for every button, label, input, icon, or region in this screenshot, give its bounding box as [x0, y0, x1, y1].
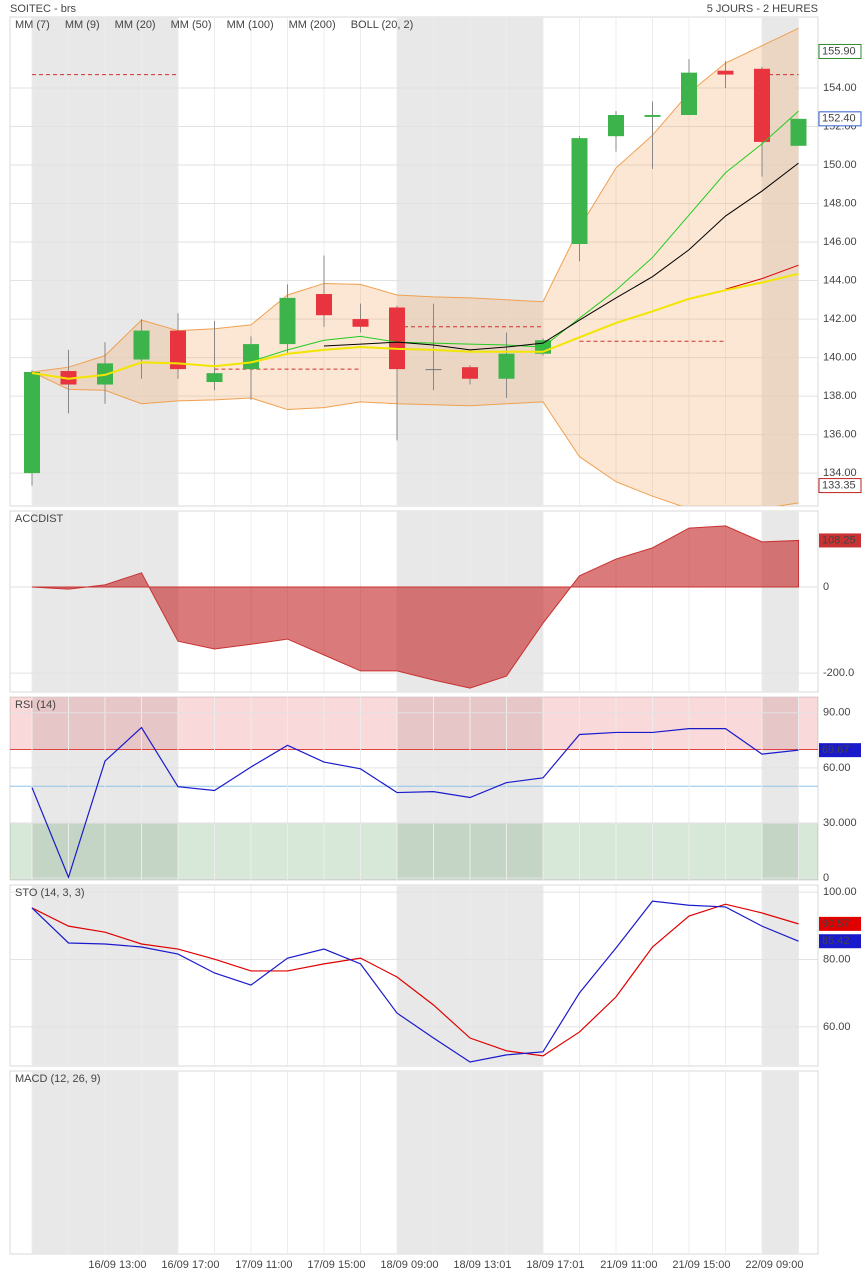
session-shade [762, 511, 799, 692]
y-tick-label: 136.00 [823, 428, 857, 440]
session-shade [762, 697, 799, 880]
candle-body [462, 367, 478, 379]
legend-entry: MM (50) [171, 19, 212, 31]
y-tick-label: 148.00 [823, 197, 857, 209]
session-shade [762, 885, 799, 1066]
y-tick-label: 100.00 [823, 886, 857, 898]
last-value-label: 69.67 [822, 744, 850, 756]
last-value-label: 108.25 [822, 534, 856, 546]
x-tick-label: 18/09 17:01 [526, 1259, 584, 1271]
oversold-zone [10, 823, 818, 880]
bollinger-band [32, 28, 799, 506]
x-tick-label: 18/09 09:00 [380, 1259, 438, 1271]
overbought-zone [10, 697, 818, 750]
price-marker [818, 43, 862, 59]
x-tick-label: 17/09 15:00 [307, 1259, 365, 1271]
y-tick-label: 0 [823, 872, 829, 884]
header-period: 5 JOURS - 2 HEURES [707, 3, 818, 15]
y-tick-label: 142.00 [823, 313, 857, 325]
panel-title: RSI (14) [15, 699, 56, 711]
x-tick-label: 21/09 15:00 [672, 1259, 730, 1271]
plot-area [10, 17, 818, 506]
panel-title: STO (14, 3, 3) [15, 887, 85, 899]
y-tick-label: 0 [823, 581, 829, 593]
price-marker [818, 111, 862, 127]
candle-body [279, 297, 296, 345]
legend-entry: MM (20) [115, 19, 156, 31]
series-line [725, 264, 799, 290]
session-shade [762, 1071, 799, 1254]
last-value-label: 90.57 [822, 918, 850, 930]
series-line [250, 110, 799, 362]
panel-title: ACCDIST [15, 513, 64, 525]
candle-body [133, 330, 150, 360]
legend-entry: MM (9) [65, 19, 100, 31]
candle-body [681, 72, 697, 115]
candle-body [206, 373, 223, 383]
legend-entry: MM (7) [15, 19, 50, 31]
x-tick-label: 18/09 13:01 [453, 1259, 511, 1271]
x-tick-label: 16/09 17:00 [161, 1259, 219, 1271]
y-tick-label: 60.00 [823, 762, 851, 774]
y-tick-label: 134.00 [823, 467, 857, 479]
candle-body [754, 68, 770, 142]
y-tick-label: 150.00 [823, 159, 857, 171]
last-value-box [819, 916, 861, 931]
y-tick-label: 60.00 [823, 1021, 851, 1033]
price-marker [818, 478, 862, 494]
candle-body [498, 353, 515, 379]
series-line [323, 162, 799, 351]
x-tick-label: 21/09 11:00 [600, 1259, 657, 1271]
y-tick-label: 90.00 [823, 707, 851, 719]
last-value-box [819, 934, 861, 949]
candle-body [352, 319, 369, 327]
candle-body [24, 372, 40, 474]
y-tick-label: 80.00 [823, 953, 851, 965]
last-value-box [819, 533, 861, 548]
y-tick-label: 146.00 [823, 236, 857, 248]
x-tick-label: 22/09 09:00 [745, 1259, 803, 1271]
legend-entry: MM (200) [289, 19, 336, 31]
price-marker-label: 155.90 [822, 45, 856, 57]
series-line [31, 726, 799, 880]
y-tick-label: -200.0 [823, 667, 854, 679]
plot-area [10, 697, 818, 880]
candle-body [571, 138, 588, 244]
candle-body [389, 307, 405, 370]
legend-entry: BOLL (20, 2) [351, 19, 414, 31]
area [31, 525, 799, 689]
plot-area [10, 885, 818, 1066]
y-tick-label: 138.00 [823, 390, 857, 402]
candle-body [425, 369, 442, 371]
price-marker-label: 133.35 [822, 479, 856, 491]
series-line [31, 903, 799, 1057]
x-tick-label: 16/09 13:00 [88, 1259, 146, 1271]
series-line [31, 272, 799, 380]
candle-body [717, 70, 734, 75]
plot-area [31, 1071, 799, 1254]
price-marker-label: 152.40 [822, 113, 856, 125]
candle-body [644, 114, 661, 117]
legend-entry: MM (100) [227, 19, 274, 31]
y-tick-label: 140.00 [823, 351, 857, 363]
series-line [31, 27, 799, 373]
panel-title: MACD (12, 26, 9) [15, 1073, 101, 1085]
candle-body [243, 344, 259, 370]
last-value-box [819, 743, 861, 758]
series-line [31, 900, 799, 1063]
series-line [31, 371, 799, 506]
candle-body [790, 118, 807, 146]
plot-area [10, 511, 818, 692]
x-tick-label: 17/09 11:00 [235, 1259, 292, 1271]
candle-body [170, 330, 186, 370]
candle-body [316, 294, 332, 316]
last-value-label: 85.42 [822, 935, 850, 947]
y-tick-label: 30.000 [823, 817, 857, 829]
y-tick-label: 154.00 [823, 82, 857, 94]
candle-body [608, 114, 624, 137]
y-tick-label: 144.00 [823, 274, 857, 286]
header-title: SOITEC - brs [10, 3, 77, 15]
